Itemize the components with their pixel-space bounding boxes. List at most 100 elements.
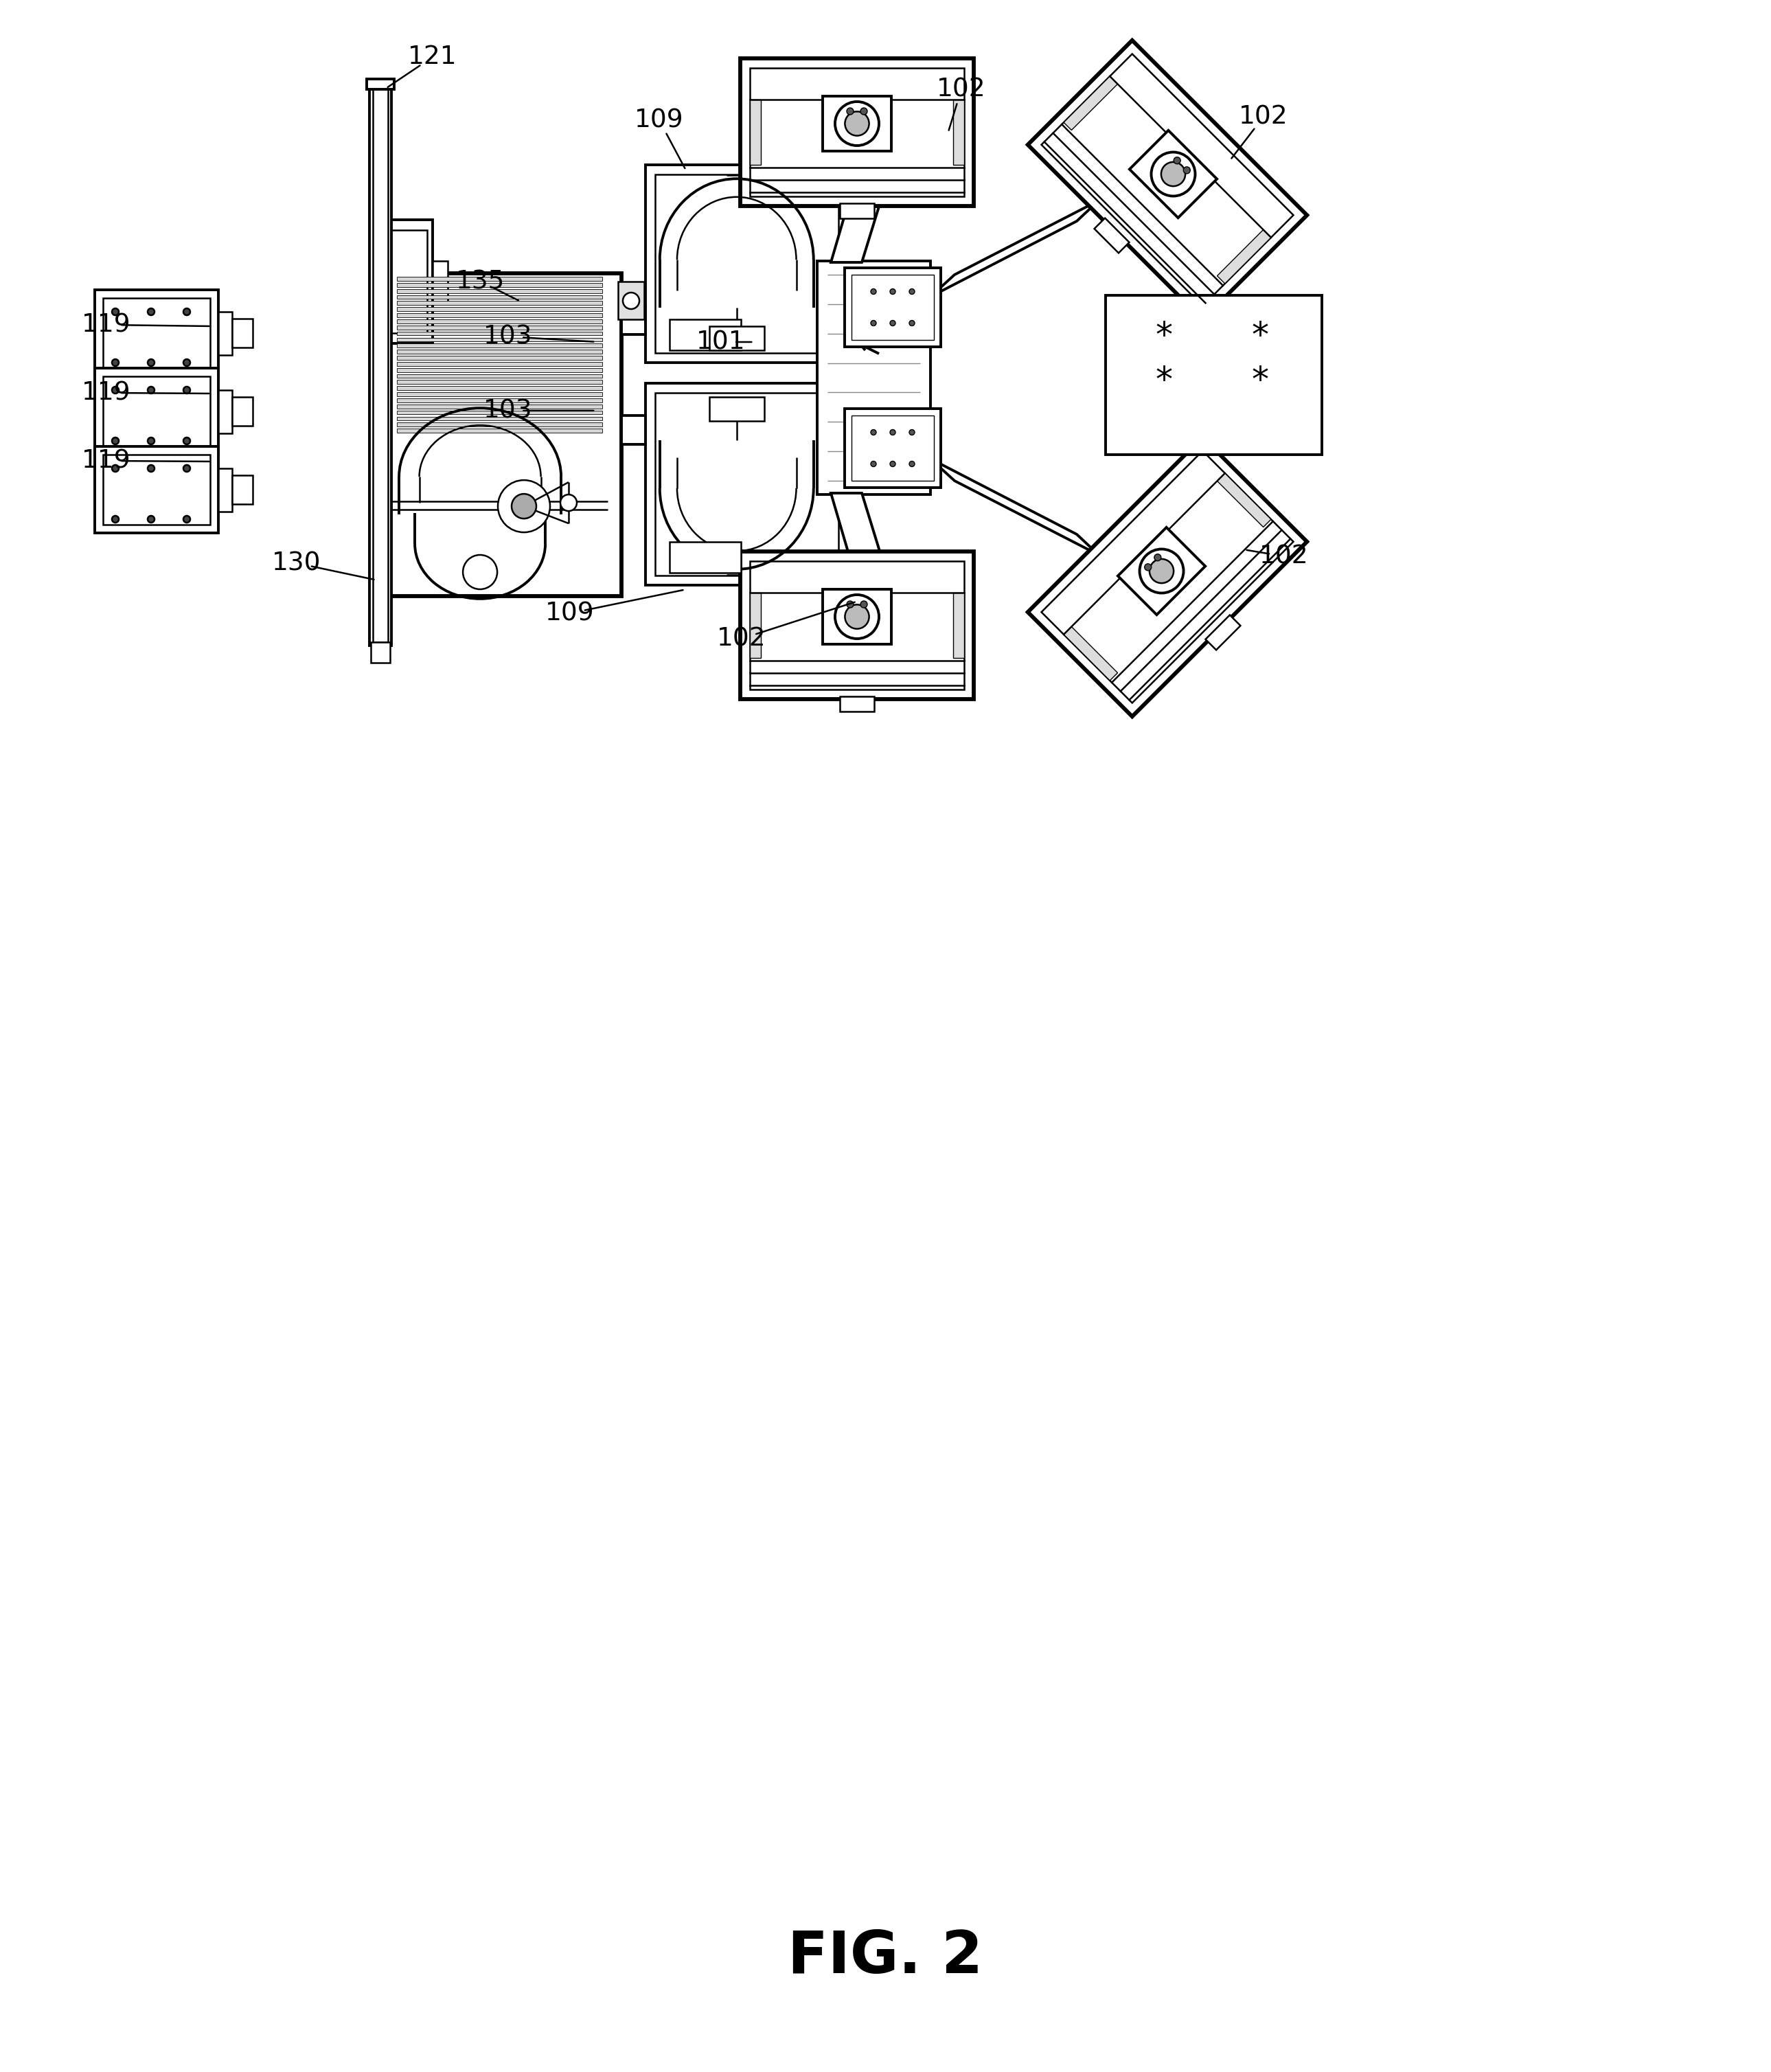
Bar: [374, 85, 388, 642]
Circle shape: [498, 481, 551, 533]
Circle shape: [845, 605, 870, 628]
Bar: [370, 220, 432, 344]
Bar: [824, 95, 891, 151]
Text: 109: 109: [545, 601, 595, 626]
Bar: [1217, 472, 1272, 526]
Polygon shape: [831, 174, 889, 263]
Circle shape: [184, 464, 189, 472]
Bar: [397, 423, 602, 427]
Circle shape: [184, 437, 189, 443]
Bar: [1130, 131, 1217, 218]
Circle shape: [112, 437, 119, 443]
Text: 103: 103: [483, 398, 533, 423]
Bar: [397, 356, 602, 361]
Bar: [397, 369, 602, 371]
Bar: [397, 332, 602, 336]
Bar: [397, 300, 602, 305]
Bar: [432, 261, 448, 303]
Circle shape: [462, 555, 498, 588]
Bar: [103, 298, 211, 369]
Bar: [397, 416, 602, 421]
Bar: [839, 696, 875, 711]
Bar: [824, 588, 891, 644]
Bar: [96, 369, 218, 454]
Bar: [397, 294, 602, 298]
Bar: [1217, 230, 1272, 284]
Text: FIG. 2: FIG. 2: [788, 1929, 983, 1985]
Bar: [852, 276, 933, 340]
Bar: [218, 468, 232, 512]
Circle shape: [560, 495, 577, 512]
Bar: [749, 562, 963, 690]
Bar: [1041, 452, 1293, 702]
Bar: [370, 642, 390, 663]
Bar: [397, 385, 602, 390]
Bar: [669, 543, 740, 572]
Bar: [1105, 296, 1321, 454]
Bar: [618, 282, 645, 319]
Bar: [397, 325, 602, 329]
Circle shape: [112, 358, 119, 367]
Bar: [370, 83, 391, 646]
Text: 130: 130: [273, 551, 321, 576]
Circle shape: [847, 601, 854, 607]
Circle shape: [1155, 553, 1162, 562]
Circle shape: [1174, 157, 1181, 164]
Circle shape: [147, 309, 154, 315]
Circle shape: [871, 462, 877, 466]
Bar: [218, 311, 232, 354]
Bar: [708, 325, 763, 350]
Text: 119: 119: [81, 448, 131, 472]
Bar: [397, 307, 602, 311]
Bar: [377, 274, 622, 597]
Bar: [645, 383, 848, 584]
Circle shape: [871, 288, 877, 294]
Bar: [397, 410, 602, 414]
Bar: [622, 305, 645, 334]
Circle shape: [112, 516, 119, 522]
Circle shape: [871, 429, 877, 435]
Bar: [1027, 39, 1307, 319]
Bar: [1206, 615, 1240, 651]
Bar: [397, 375, 602, 377]
Bar: [655, 394, 838, 576]
Circle shape: [112, 464, 119, 472]
Text: *: *: [1252, 365, 1268, 398]
Polygon shape: [831, 493, 889, 582]
Bar: [397, 392, 602, 396]
Circle shape: [1162, 162, 1185, 186]
Circle shape: [1144, 564, 1151, 570]
Bar: [397, 404, 602, 408]
Circle shape: [147, 516, 154, 522]
Circle shape: [147, 387, 154, 394]
Bar: [1064, 626, 1118, 680]
Circle shape: [909, 429, 914, 435]
Text: *: *: [1155, 319, 1172, 352]
Bar: [953, 99, 963, 164]
Bar: [845, 267, 940, 346]
Bar: [708, 398, 763, 421]
Circle shape: [891, 321, 896, 325]
Bar: [375, 230, 427, 334]
Circle shape: [847, 108, 854, 114]
Circle shape: [184, 516, 189, 522]
Bar: [397, 313, 602, 317]
Bar: [397, 284, 602, 286]
Bar: [749, 68, 963, 197]
Bar: [1041, 54, 1293, 307]
Text: 102: 102: [1259, 545, 1309, 568]
Circle shape: [891, 288, 896, 294]
Bar: [816, 261, 930, 495]
Bar: [96, 290, 218, 377]
Circle shape: [112, 387, 119, 394]
Bar: [397, 338, 602, 342]
Circle shape: [1183, 166, 1190, 174]
Polygon shape: [930, 458, 1098, 555]
Bar: [103, 377, 211, 445]
Bar: [1064, 77, 1118, 131]
Bar: [740, 58, 974, 205]
Circle shape: [112, 309, 119, 315]
Bar: [232, 398, 253, 427]
Circle shape: [836, 595, 878, 638]
Bar: [103, 454, 211, 524]
